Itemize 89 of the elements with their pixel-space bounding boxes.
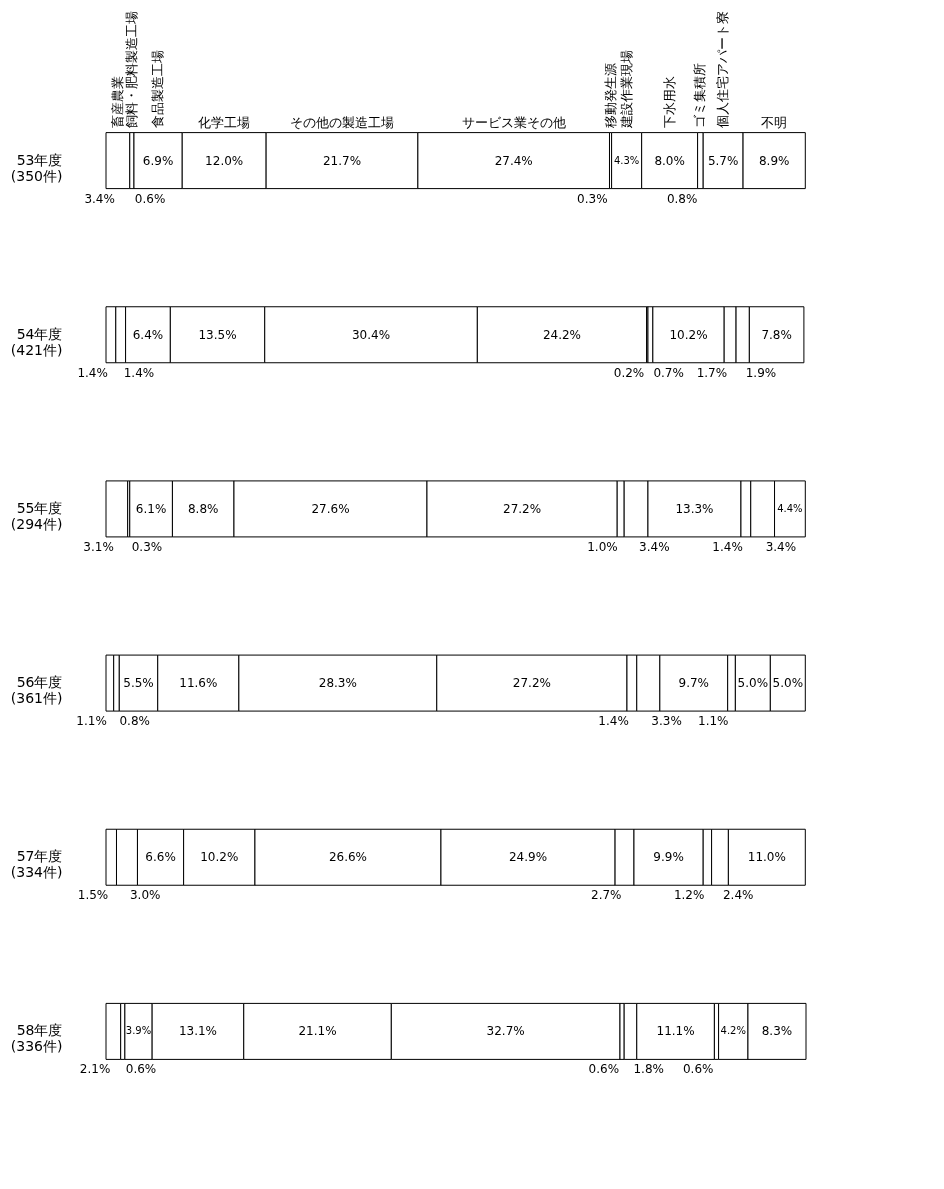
data-label: 0.6% bbox=[134, 191, 166, 206]
data-label: 0.6% bbox=[125, 1062, 157, 1077]
data-label: 4.2% bbox=[720, 1025, 746, 1037]
data-label: 0.7% bbox=[653, 365, 684, 380]
data-label: 1.4% bbox=[712, 539, 743, 554]
data-label: 1.7% bbox=[696, 365, 728, 380]
data-label: 8.0% bbox=[654, 153, 685, 168]
series-label: サービス業その他 bbox=[461, 114, 566, 130]
data-label: 9.7% bbox=[678, 676, 710, 691]
data-label: 13.1% bbox=[178, 1024, 218, 1039]
data-label: 27.4% bbox=[494, 153, 533, 168]
data-label: 5.7% bbox=[707, 153, 739, 168]
data-label: 13.3% bbox=[675, 501, 714, 516]
data-label: 12.0% bbox=[205, 153, 244, 168]
data-label: 7.8% bbox=[761, 327, 792, 342]
data-label: 1.9% bbox=[745, 365, 777, 380]
data-label: 6.4% bbox=[132, 327, 164, 342]
text: 飼料・肥料製造工場 bbox=[123, 10, 139, 128]
data-label: 26.6% bbox=[328, 850, 368, 865]
text: 個人住宅アパート寮 bbox=[715, 10, 731, 128]
data-label: 28.3% bbox=[318, 676, 357, 691]
data-label: 6.6% bbox=[145, 850, 176, 865]
data-label: 1.1% bbox=[698, 714, 729, 729]
data-label: 1.4% bbox=[77, 365, 108, 380]
text: 食品製造工場 bbox=[150, 49, 166, 128]
series-label: 不明 bbox=[761, 114, 788, 130]
data-label: 0.2% bbox=[613, 365, 645, 380]
data-label: 5.0% bbox=[737, 676, 769, 691]
data-label: 10.2% bbox=[200, 850, 239, 865]
data-label: 3.4% bbox=[84, 191, 115, 206]
data-label: 2.4% bbox=[722, 888, 754, 903]
y-tick-label: 56年度 (361件) bbox=[10, 674, 63, 707]
data-label: 21.7% bbox=[322, 153, 362, 168]
data-label: 11.1% bbox=[656, 1024, 695, 1039]
data-label: 0.3% bbox=[577, 191, 608, 206]
data-label: 11.0% bbox=[747, 850, 786, 865]
data-label: 27.6% bbox=[311, 501, 350, 516]
y-tick-label: 53年度 (350件) bbox=[10, 151, 63, 184]
text: ゴミ集積所 bbox=[692, 62, 708, 128]
data-label: 3.9% bbox=[125, 1025, 152, 1037]
data-label: 5.5% bbox=[123, 676, 154, 691]
data-label: 2.7% bbox=[591, 888, 622, 903]
data-label: 21.1% bbox=[298, 1024, 337, 1039]
data-label: 13.5% bbox=[198, 327, 237, 342]
data-label: 0.6% bbox=[682, 1062, 714, 1077]
data-label: 30.4% bbox=[351, 327, 391, 342]
text: 下水用水 bbox=[661, 75, 677, 128]
data-label: 24.9% bbox=[508, 850, 548, 865]
data-label: 0.8% bbox=[119, 714, 150, 729]
data-label: 11.6% bbox=[179, 676, 218, 691]
series-label: その他の製造工場 bbox=[290, 114, 395, 130]
y-tick-label: 57年度 (334件) bbox=[10, 848, 63, 881]
data-label: 1.5% bbox=[77, 888, 109, 903]
text: 移動発生源 bbox=[602, 62, 618, 128]
y-tick-label: 55年度 (294件) bbox=[10, 499, 63, 532]
data-label: 3.4% bbox=[639, 539, 670, 554]
y-tick-label: 58年度 (336件) bbox=[10, 1022, 63, 1055]
data-label: 27.2% bbox=[503, 501, 542, 516]
data-label: 1.4% bbox=[123, 365, 155, 380]
y-tick-label: 54年度 (421件) bbox=[10, 325, 63, 358]
data-label: 3.0% bbox=[129, 888, 161, 903]
data-label: 1.2% bbox=[673, 888, 705, 903]
data-label: 3.3% bbox=[651, 714, 682, 729]
text: 畜産農業 bbox=[109, 75, 125, 128]
data-label: 8.9% bbox=[758, 153, 790, 168]
data-label: 24.2% bbox=[542, 327, 582, 342]
data-label: 3.1% bbox=[83, 539, 114, 554]
text: 建設作業現場 bbox=[618, 49, 634, 129]
data-label: 1.1% bbox=[76, 714, 107, 729]
data-label: 5.0% bbox=[772, 676, 804, 691]
data-label: 8.8% bbox=[187, 501, 219, 516]
data-label: 2.1% bbox=[79, 1062, 111, 1077]
data-label: 9.9% bbox=[653, 850, 684, 865]
data-label: 1.8% bbox=[633, 1062, 664, 1077]
data-label: 32.7% bbox=[486, 1024, 525, 1039]
data-label: 6.9% bbox=[142, 153, 174, 168]
data-label: 10.2% bbox=[669, 327, 708, 342]
data-label: 4.3% bbox=[613, 154, 640, 166]
data-label: 0.6% bbox=[588, 1062, 620, 1077]
data-label: 0.3% bbox=[131, 539, 163, 554]
data-label: 27.2% bbox=[512, 676, 551, 691]
data-label: 0.8% bbox=[666, 191, 698, 206]
data-label: 3.4% bbox=[765, 539, 797, 554]
data-label: 4.4% bbox=[777, 502, 803, 514]
data-label: 6.1% bbox=[135, 501, 167, 516]
data-label: 1.4% bbox=[598, 714, 629, 729]
series-label: 化学工場 bbox=[198, 114, 251, 130]
data-label: 8.3% bbox=[761, 1024, 793, 1039]
data-label: 1.0% bbox=[587, 539, 618, 554]
